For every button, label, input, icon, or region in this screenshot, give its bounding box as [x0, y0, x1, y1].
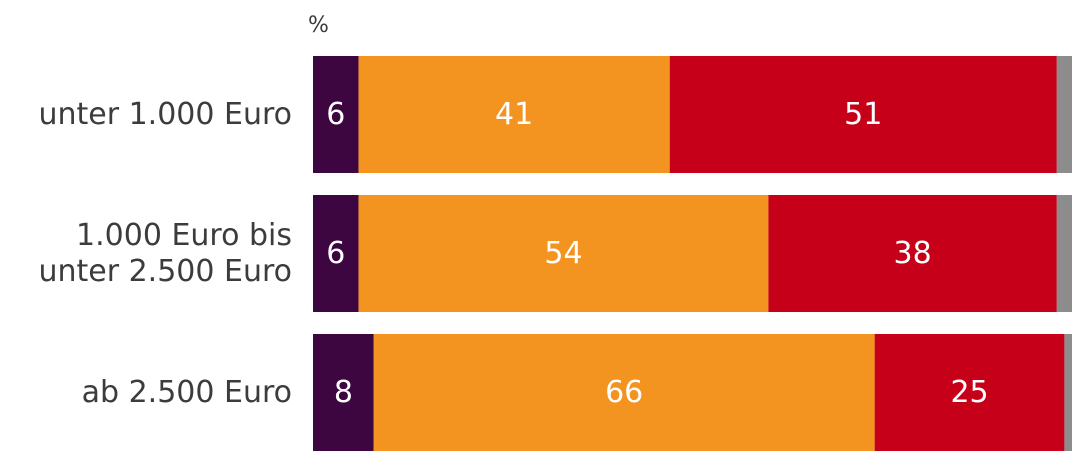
chart-rows: unter 1.000 Euro 6 41 51 1.000 Euro bisunter…	[38, 56, 1072, 451]
data-label: 38	[894, 236, 932, 271]
data-label: 51	[844, 97, 882, 132]
bar-segment	[313, 334, 374, 451]
data-label: 66	[605, 375, 643, 410]
bar-segment	[1056, 195, 1072, 312]
bar-segment	[373, 334, 875, 451]
category-label: unter 1.000 Euro	[38, 97, 292, 132]
bar-segment	[313, 56, 359, 173]
bar-segment	[358, 56, 670, 173]
unit-label: %	[308, 13, 329, 38]
bar-segment	[1056, 56, 1072, 173]
data-label: 8	[334, 375, 353, 410]
data-label: 25	[950, 375, 988, 410]
bar-segment	[1064, 334, 1072, 451]
category-label: ab 2.500 Euro	[82, 375, 292, 410]
data-label: 6	[326, 236, 345, 271]
category-label: 1.000 Euro bis	[76, 218, 292, 253]
data-label: 6	[326, 97, 345, 132]
data-label: 54	[544, 236, 582, 271]
bar-segment	[669, 56, 1057, 173]
bar-segment	[874, 334, 1065, 451]
bar-segment	[768, 195, 1057, 312]
bar-segment	[358, 195, 769, 312]
data-label: 41	[495, 97, 533, 132]
category-label: unter 2.500 Euro	[38, 254, 292, 289]
bar-segment	[313, 195, 359, 312]
